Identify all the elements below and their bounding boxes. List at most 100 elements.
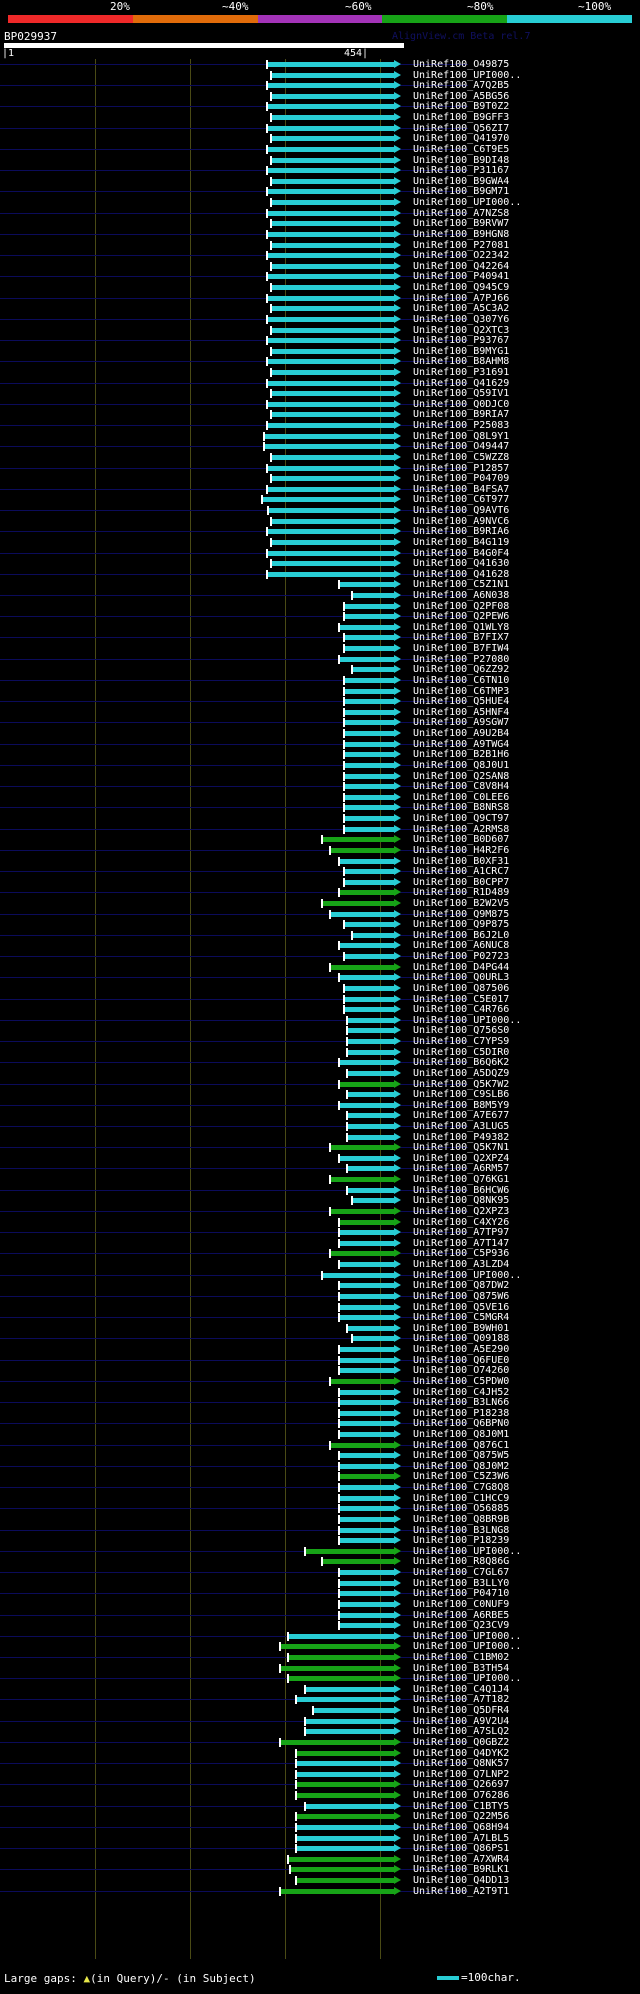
hit-accession-label[interactable]: UniRef100_A7LBL5 <box>413 1832 510 1844</box>
hit-row[interactable]: UniRef100_A5E290 <box>0 1344 640 1355</box>
hit-row[interactable]: UniRef100_Q8J0U1 <box>0 760 640 771</box>
hsp-bar[interactable] <box>344 731 394 737</box>
hsp-bar[interactable] <box>339 1421 394 1427</box>
hit-accession-label[interactable]: UniRef100_P02723 <box>413 951 510 963</box>
hit-accession-label[interactable]: UniRef100_Q4DYK2 <box>413 1747 510 1759</box>
hit-accession-label[interactable]: UniRef100_B9HGN8 <box>413 228 510 240</box>
hsp-bar[interactable] <box>344 816 394 822</box>
hsp-bar[interactable] <box>267 465 394 471</box>
hit-accession-label[interactable]: UniRef100_R8Q86G <box>413 1556 510 1568</box>
hit-accession-label[interactable]: UniRef100_UPI000.. <box>413 1545 522 1557</box>
hit-accession-label[interactable]: UniRef100_P04709 <box>413 473 510 485</box>
hsp-bar[interactable] <box>271 72 394 78</box>
hit-row[interactable]: UniRef100_Q8NK57 <box>0 1758 640 1769</box>
hit-row[interactable]: UniRef100_P49382 <box>0 1132 640 1143</box>
hit-row[interactable]: UniRef100_UPI000.. <box>0 197 640 208</box>
hit-row[interactable]: UniRef100_Q68H94 <box>0 1822 640 1833</box>
hsp-bar[interactable] <box>339 1623 394 1629</box>
hit-accession-label[interactable]: UniRef100_A1CRC7 <box>413 866 510 878</box>
hit-row[interactable]: UniRef100_Q87DW2 <box>0 1280 640 1291</box>
hit-accession-label[interactable]: UniRef100_Q307Y6 <box>413 313 510 325</box>
hsp-bar[interactable] <box>339 1431 394 1437</box>
hsp-bar[interactable] <box>344 879 394 885</box>
hit-row[interactable]: UniRef100_C8V8H4 <box>0 781 640 792</box>
hit-row[interactable]: UniRef100_P18238 <box>0 1408 640 1419</box>
hit-accession-label[interactable]: UniRef100_C5E017 <box>413 993 510 1005</box>
hsp-bar[interactable] <box>344 720 394 726</box>
hit-accession-label[interactable]: UniRef100_UPI000.. <box>413 1014 522 1026</box>
hit-accession-label[interactable]: UniRef100_A6RM57 <box>413 1163 510 1175</box>
hit-row[interactable]: UniRef100_Q8J0M1 <box>0 1429 640 1440</box>
hit-row[interactable]: UniRef100_Q56ZI7 <box>0 123 640 134</box>
hit-accession-label[interactable]: UniRef100_B9RLK1 <box>413 1864 510 1876</box>
hsp-bar[interactable] <box>344 752 394 758</box>
hit-accession-label[interactable]: UniRef100_Q26697 <box>413 1779 510 1791</box>
hit-accession-label[interactable]: UniRef100_A6RBE5 <box>413 1609 510 1621</box>
hit-accession-label[interactable]: UniRef100_B9GWA4 <box>413 175 510 187</box>
hit-row[interactable]: UniRef100_Q42264 <box>0 261 640 272</box>
hit-accession-label[interactable]: UniRef100_A9SGW7 <box>413 717 510 729</box>
hit-row[interactable]: UniRef100_C1HCC9 <box>0 1493 640 1504</box>
hit-row[interactable]: UniRef100_B9GM71 <box>0 186 640 197</box>
hsp-bar[interactable] <box>344 996 394 1002</box>
hit-accession-label[interactable]: UniRef100_A3LUG5 <box>413 1121 510 1132</box>
hsp-bar[interactable] <box>330 847 394 853</box>
hit-row[interactable]: UniRef100_O22342 <box>0 250 640 261</box>
hit-accession-label[interactable]: UniRef100_Q41629 <box>413 377 510 389</box>
hsp-bar[interactable] <box>330 911 394 917</box>
hit-accession-label[interactable]: UniRef100_B7FIW4 <box>413 643 510 655</box>
hsp-bar[interactable] <box>330 1208 394 1214</box>
hsp-bar[interactable] <box>347 1039 394 1045</box>
hit-accession-label[interactable]: UniRef100_P93767 <box>413 335 510 347</box>
hit-row[interactable]: UniRef100_Q876C1 <box>0 1440 640 1451</box>
hsp-bar[interactable] <box>271 136 394 142</box>
hit-row[interactable]: UniRef100_Q2XPZ4 <box>0 1153 640 1164</box>
hsp-bar[interactable] <box>347 1134 394 1140</box>
hsp-bar[interactable] <box>267 423 394 429</box>
hit-row[interactable]: UniRef100_C5E017 <box>0 994 640 1005</box>
hsp-bar[interactable] <box>296 1750 394 1756</box>
hit-row[interactable]: UniRef100_P27080 <box>0 654 640 665</box>
hit-row[interactable]: UniRef100_B8AHM8 <box>0 356 640 367</box>
hit-row[interactable]: UniRef100_Q87506 <box>0 983 640 994</box>
hsp-bar[interactable] <box>267 83 394 89</box>
hsp-bar[interactable] <box>344 794 394 800</box>
hit-row[interactable]: UniRef100_C7YPS9 <box>0 1036 640 1047</box>
hit-row[interactable]: UniRef100_B2B1H6 <box>0 749 640 760</box>
hsp-bar[interactable] <box>296 1782 394 1788</box>
hit-accession-label[interactable]: UniRef100_Q8NK57 <box>413 1758 510 1770</box>
hsp-bar[interactable] <box>339 1591 394 1597</box>
hit-row[interactable]: UniRef100_A7T182 <box>0 1694 640 1705</box>
hit-accession-label[interactable]: UniRef100_A2T9T1 <box>413 1885 510 1897</box>
hit-accession-label[interactable]: UniRef100_UPI000.. <box>413 1630 522 1642</box>
hit-row[interactable]: UniRef100_A7PJ66 <box>0 293 640 304</box>
hit-row[interactable]: UniRef100_C0LEE6 <box>0 792 640 803</box>
hit-accession-label[interactable]: UniRef100_B0D607 <box>413 834 510 846</box>
hsp-bar[interactable] <box>339 1081 394 1087</box>
hit-row[interactable]: UniRef100_Q59IV1 <box>0 388 640 399</box>
hit-row[interactable]: UniRef100_P40941 <box>0 271 640 282</box>
hsp-bar[interactable] <box>271 327 394 333</box>
hsp-bar[interactable] <box>262 497 394 503</box>
hit-accession-label[interactable]: UniRef100_A2RMS8 <box>413 823 510 835</box>
hit-row[interactable]: UniRef100_Q875W5 <box>0 1450 640 1461</box>
hsp-bar[interactable] <box>339 1580 394 1586</box>
hsp-bar[interactable] <box>271 221 394 227</box>
hit-row[interactable]: UniRef100_H4R2F6 <box>0 845 640 856</box>
hit-accession-label[interactable]: UniRef100_Q41628 <box>413 568 510 580</box>
hit-row[interactable]: UniRef100_A5HNF4 <box>0 707 640 718</box>
hit-accession-label[interactable]: UniRef100_B9WH01 <box>413 1322 510 1334</box>
hsp-bar[interactable] <box>339 1506 394 1512</box>
hit-row[interactable]: UniRef100_B4G119 <box>0 537 640 548</box>
hit-row[interactable]: UniRef100_B0D607 <box>0 834 640 845</box>
hsp-bar[interactable] <box>339 1474 394 1480</box>
hsp-bar[interactable] <box>271 454 394 460</box>
hsp-bar[interactable] <box>344 1007 394 1013</box>
hit-accession-label[interactable]: UniRef100_B9GM71 <box>413 186 510 198</box>
hit-accession-label[interactable]: UniRef100_Q2SAN8 <box>413 770 510 782</box>
hit-row[interactable]: UniRef100_B8M5Y9 <box>0 1100 640 1111</box>
hit-row[interactable]: UniRef100_A1CRC7 <box>0 866 640 877</box>
hsp-bar[interactable] <box>339 1463 394 1469</box>
hit-row[interactable]: UniRef100_Q23CV9 <box>0 1620 640 1631</box>
hsp-bar[interactable] <box>267 62 394 67</box>
